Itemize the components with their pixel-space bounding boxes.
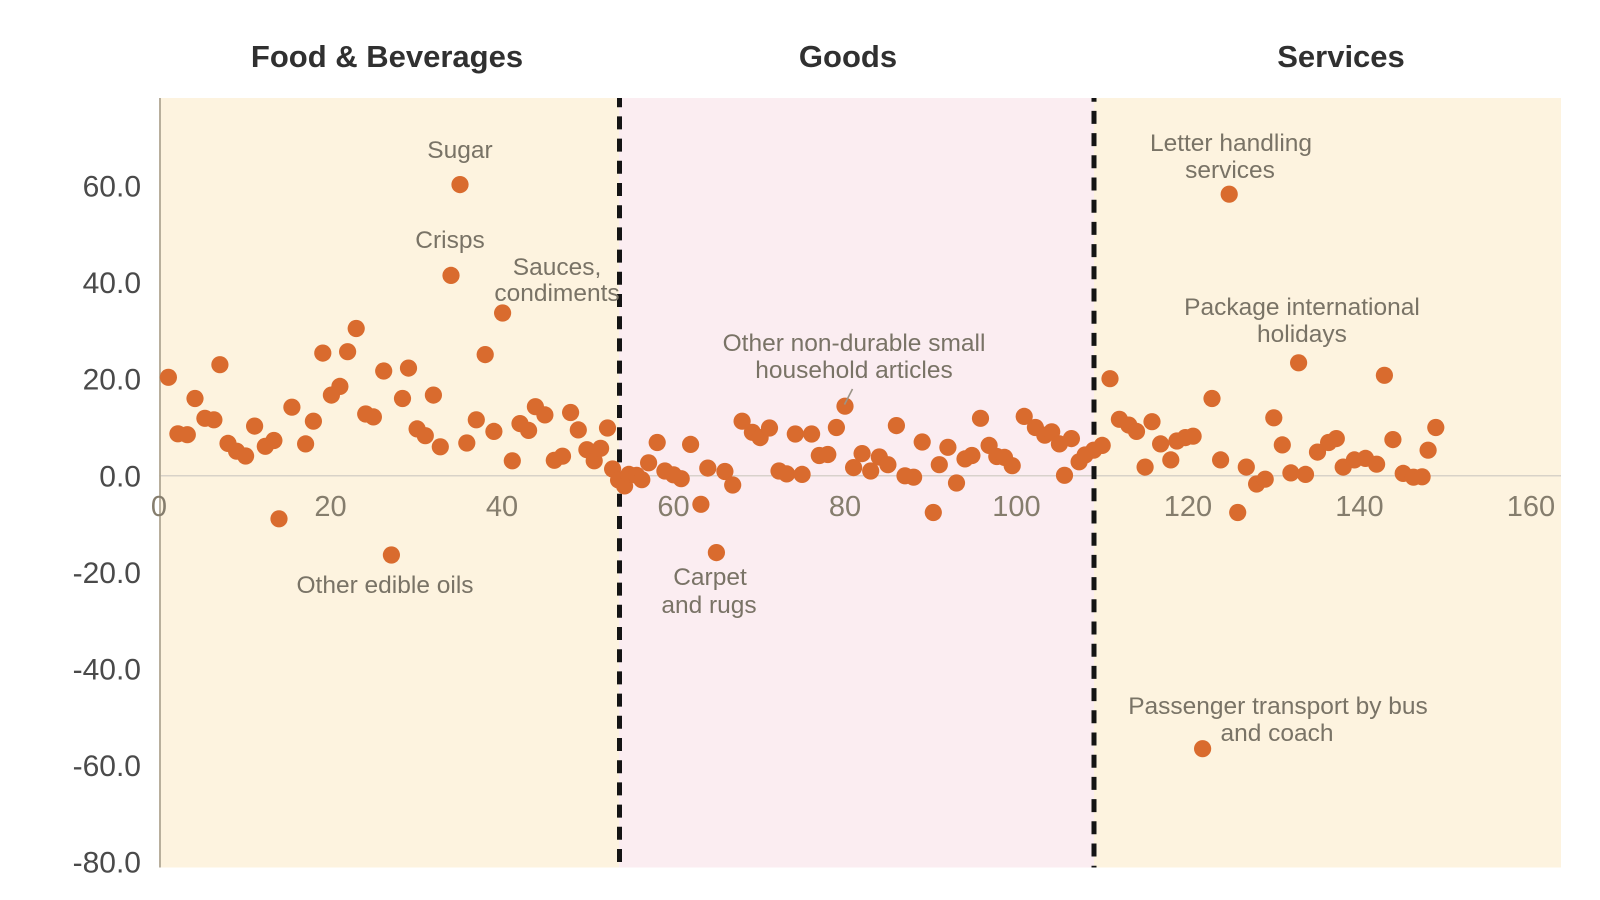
svg-text:60: 60 — [657, 491, 689, 523]
svg-text:and coach: and coach — [1220, 720, 1333, 747]
svg-text:40: 40 — [486, 491, 518, 523]
svg-text:140: 140 — [1335, 491, 1383, 523]
svg-text:0.0: 0.0 — [99, 460, 141, 493]
svg-text:-40.0: -40.0 — [73, 654, 141, 687]
svg-text:Services: Services — [1277, 39, 1405, 74]
svg-text:Other non-durable small: Other non-durable small — [723, 330, 986, 357]
svg-text:-20.0: -20.0 — [73, 557, 141, 590]
svg-text:Passenger transport by bus: Passenger transport by bus — [1128, 693, 1428, 720]
svg-text:0: 0 — [151, 491, 167, 523]
svg-text:80: 80 — [829, 491, 861, 523]
svg-text:Food & Beverages: Food & Beverages — [251, 39, 523, 74]
svg-text:40.0: 40.0 — [83, 267, 141, 300]
svg-text:and rugs: and rugs — [661, 592, 756, 619]
svg-text:100: 100 — [992, 491, 1040, 523]
svg-text:condiments: condiments — [494, 280, 619, 307]
svg-text:20: 20 — [314, 491, 346, 523]
svg-text:Sauces,: Sauces, — [513, 254, 602, 281]
svg-text:Crisps: Crisps — [415, 227, 484, 254]
svg-text:holidays: holidays — [1257, 321, 1347, 348]
svg-text:60.0: 60.0 — [83, 171, 141, 204]
svg-text:Other edible oils: Other edible oils — [296, 572, 473, 599]
svg-text:Package international: Package international — [1184, 294, 1420, 321]
svg-text:160: 160 — [1507, 491, 1555, 523]
svg-text:Sugar: Sugar — [427, 137, 492, 164]
svg-text:services: services — [1185, 157, 1275, 184]
svg-text:Carpet: Carpet — [673, 564, 747, 591]
svg-text:120: 120 — [1164, 491, 1212, 523]
svg-text:-80.0: -80.0 — [73, 847, 141, 880]
svg-text:Letter handling: Letter handling — [1150, 130, 1312, 157]
svg-text:-60.0: -60.0 — [73, 750, 141, 783]
svg-text:20.0: 20.0 — [83, 364, 141, 397]
svg-text:Goods: Goods — [799, 39, 897, 74]
svg-text:household articles: household articles — [755, 357, 952, 384]
